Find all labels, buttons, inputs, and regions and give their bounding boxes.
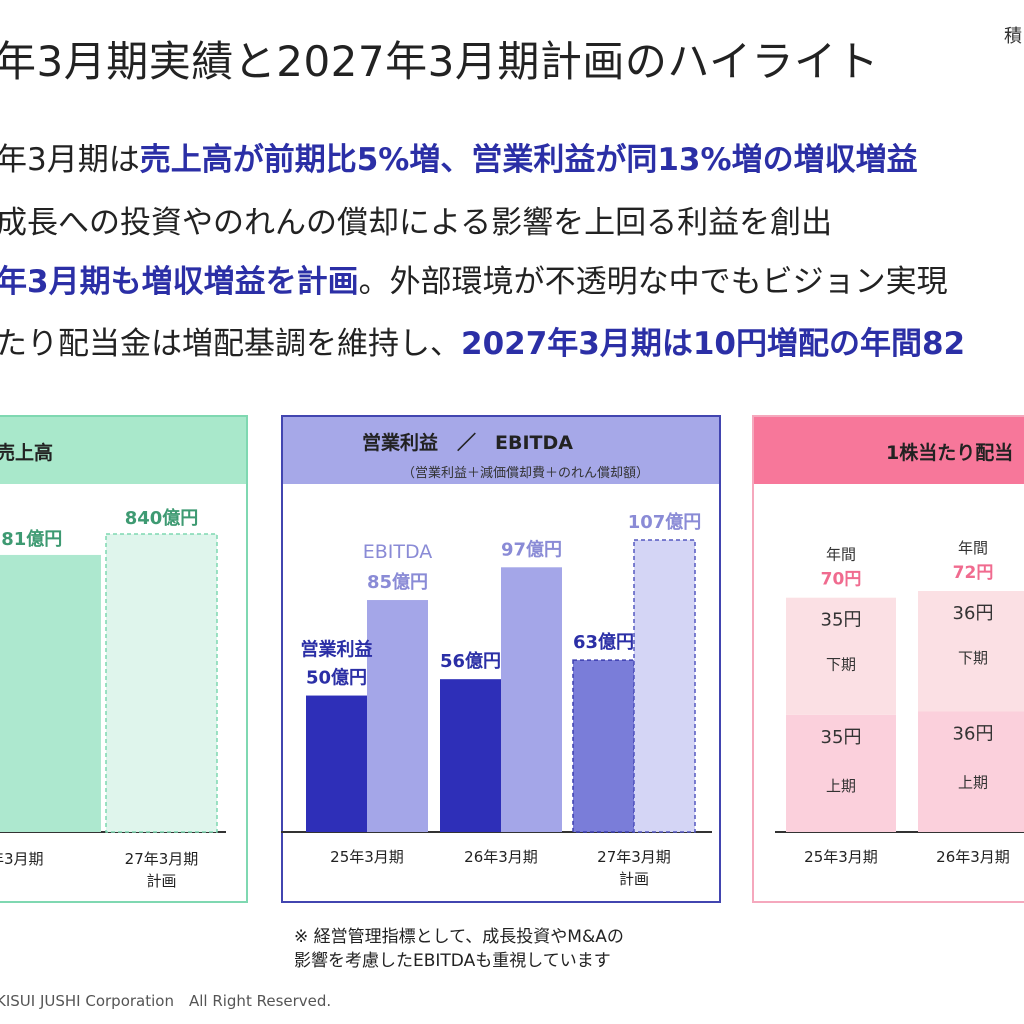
ebitda-value-label: 107億円 (628, 511, 702, 533)
sales-category-label: 27年3月期 (125, 850, 199, 868)
ebitda-value-label: 85億円 (367, 571, 428, 593)
op-income-bar (306, 695, 367, 832)
dividend-first-half-label: 上期 (826, 777, 856, 795)
sales-panel (0, 415, 248, 903)
dividend-second-half-label: 下期 (826, 656, 856, 674)
sales-panel-header (0, 417, 246, 484)
bullet-tail: 。外部環境が不透明な中でもビジョン実現 (358, 264, 948, 300)
dividend-panel-header (754, 417, 1024, 484)
op-category-label: 27年3月期 (597, 848, 671, 866)
op-income-value-label: 50億円 (306, 667, 367, 689)
sales-value-label: 840億円 (125, 507, 199, 529)
sales-value-label: 781億円 (0, 528, 62, 550)
dividend-second-half-label: 下期 (958, 649, 988, 667)
dividend-first-half-label: 上期 (958, 774, 988, 792)
dividend-first-half-bar (786, 714, 896, 832)
dividend-annual-caption: 年間 (826, 546, 856, 564)
bullet-plan: 年3月期も増収増益を計画。外部環境が不透明な中でもビジョン実現 (0, 256, 948, 301)
bullet-sales-growth: 年3月期は売上高が前期比5%増、営業利益が同13%増の増収増益 (0, 134, 918, 179)
op-income-bar (572, 659, 635, 833)
sales-category-label: 計画 (146, 872, 176, 890)
op-category-label: 計画 (619, 870, 649, 888)
op-panel-subtitle: （営業利益＋減価償却費＋のれん償却額） (402, 466, 650, 481)
dividend-second-half-bar (918, 591, 1024, 712)
op-income-value-label: 56億円 (440, 650, 501, 672)
ebitda-bar (501, 567, 562, 832)
bullet-lead: 年3月期は (0, 142, 140, 178)
ebitda-bar (367, 600, 428, 832)
bullet-highlight: 年3月期も増収増益を計画 (0, 264, 359, 300)
dividend-annual-caption: 年間 (958, 539, 988, 557)
note-line-1: ※ 経営管理指標として、成長投資やM&Aの (294, 927, 624, 947)
dividend-first-half-value: 35円 (821, 727, 862, 748)
op-income-bar (440, 679, 501, 832)
dividend-category-label: 26年3月期 (936, 848, 1010, 866)
corner-mark: 積 (1004, 26, 1022, 47)
ebitda-bar (633, 539, 696, 833)
bullet-highlight: 2027年3月期は10円増配の年間82 (461, 326, 966, 362)
op-category-label: 26年3月期 (464, 848, 538, 866)
dividend-first-half-value: 36円 (953, 724, 994, 745)
dividend-panel-title: 1株当たり配当 (886, 442, 1014, 464)
ebitda-value-label: 97億円 (501, 538, 562, 560)
sales-panel-title: 売上高 (0, 442, 54, 464)
ebitda-series-label: EBITDA (363, 541, 433, 563)
sales-category-label: 6年3月期 (0, 850, 44, 868)
op-panel-title: 営業利益 ／ EBITDA (362, 432, 573, 454)
dividend-first-half-bar (918, 711, 1024, 832)
bullet-profit: 成長への投資やのれんの償却による影響を上回る利益を創出 (0, 205, 833, 241)
dividend-second-half-bar (786, 597, 896, 715)
sales-bar (105, 533, 218, 833)
note-line-2: 影響を考慮したEBITDAも重視しています (294, 951, 611, 971)
bullet-highlight: 売上高が前期比5%増、営業利益が同13%増の増収増益 (139, 142, 918, 178)
dividend-panel (752, 415, 1024, 903)
op-panel (281, 415, 721, 903)
dividend-annual-total: 72円 (953, 563, 994, 583)
op-panel-header (283, 417, 719, 484)
bullet-dividend: たり配当金は増配基調を維持し、2027年3月期は10円増配の年間82 (0, 318, 965, 363)
bullet-lead: たり配当金は増配基調を維持し、 (0, 326, 461, 362)
dividend-category-label: 25年3月期 (804, 848, 878, 866)
copyright-footer: KISUI JUSHI Corporation All Right Reserv… (0, 992, 332, 1010)
sales-bar (0, 554, 101, 832)
op-income-series-label: 営業利益 (301, 639, 373, 661)
op-income-value-label: 63億円 (573, 631, 634, 653)
page-title: 年3月期実績と2027年3月期計画のハイライト (0, 37, 879, 86)
dividend-second-half-value: 35円 (821, 610, 862, 631)
dividend-annual-total: 70円 (821, 570, 862, 590)
op-category-label: 25年3月期 (330, 848, 404, 866)
dividend-second-half-value: 36円 (953, 603, 994, 624)
